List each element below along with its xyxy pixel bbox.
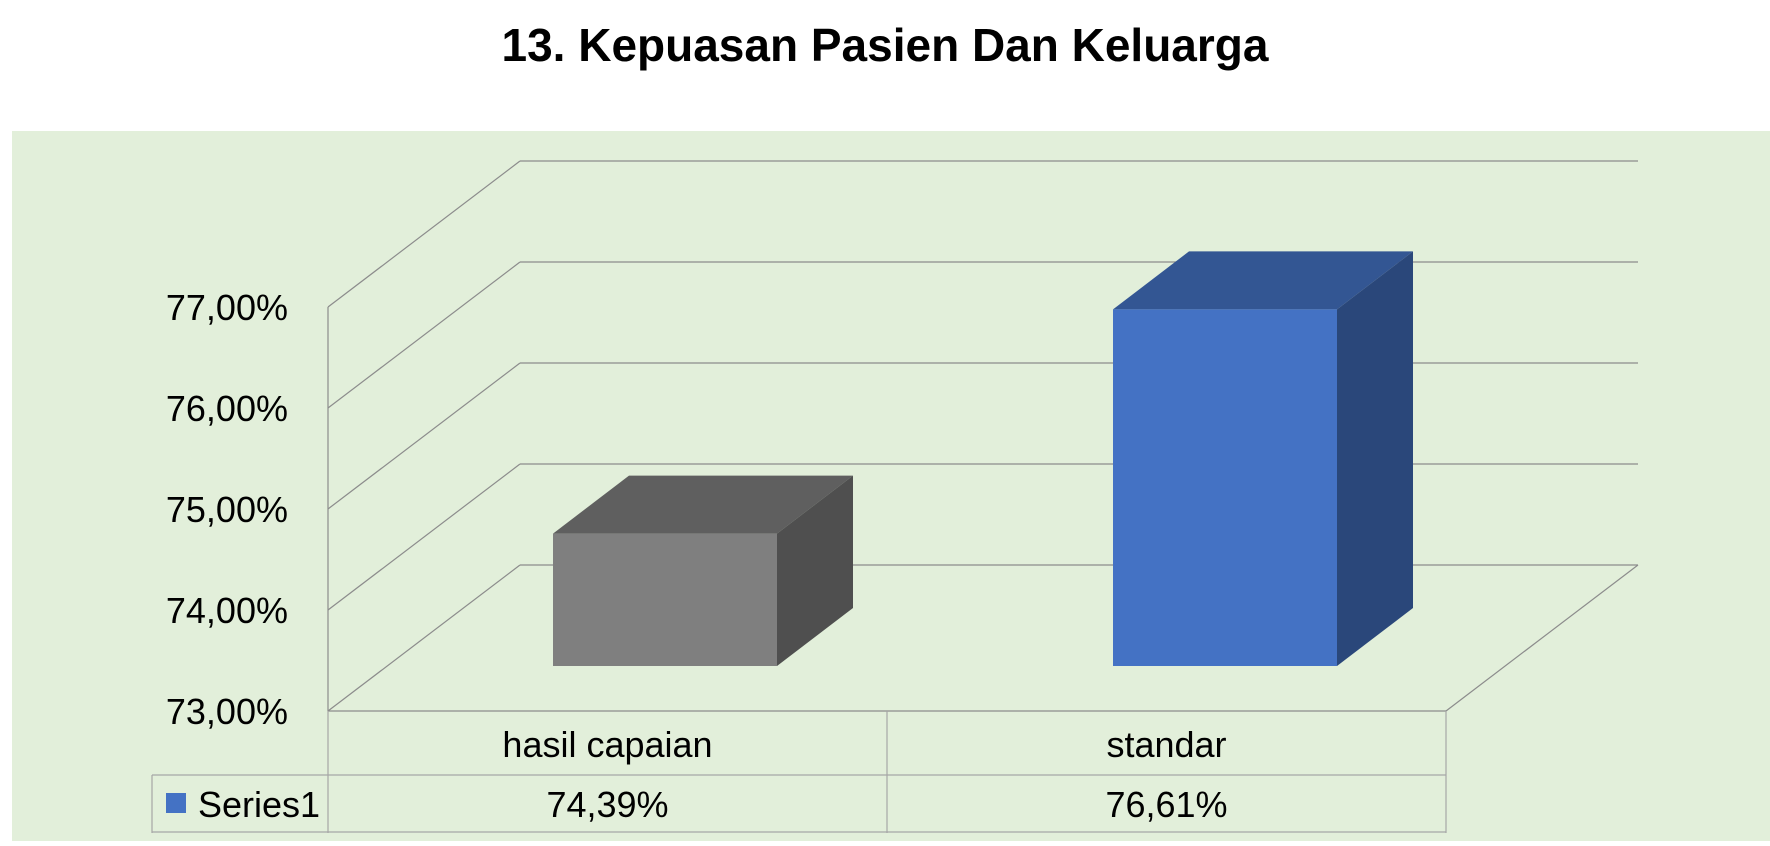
bar-front-face: [1113, 309, 1337, 666]
y-tick-label: 75,00%: [166, 489, 288, 530]
gridline-side: [327, 362, 521, 510]
gridline-side: [327, 160, 521, 308]
gridline-side: [327, 564, 521, 712]
floor-right-edge: [1445, 564, 1639, 712]
legend-series-label: Series1: [198, 784, 320, 825]
bar-layer: [553, 251, 1413, 666]
bar-side-face: [1337, 251, 1413, 666]
legend-swatch: [166, 793, 186, 813]
chart-svg: 73,00% 74,00% 75,00% 76,00% 77,00% hasil cap…: [12, 59, 1770, 841]
gridline-side: [327, 261, 521, 409]
data-table-value: 76,61%: [1105, 784, 1227, 825]
y-tick-label: 77,00%: [166, 287, 288, 328]
y-tick-label: 74,00%: [166, 590, 288, 631]
chart-area: 73,00% 74,00% 75,00% 76,00% 77,00% hasil cap…: [12, 59, 1770, 841]
bar-front-face: [553, 533, 777, 666]
plot-background: [12, 131, 1770, 841]
bar-top-face: [1113, 251, 1413, 310]
gridline-side: [327, 463, 521, 611]
bar-standar: [1113, 251, 1413, 666]
y-tick-label: 76,00%: [166, 388, 288, 429]
chart-title: 13. Kepuasan Pasien Dan Keluarga: [501, 19, 1269, 71]
bar-hasil-capaian: [553, 475, 853, 666]
data-table: hasil capaian 74,39% standar 76,61% Series1: [151, 711, 1447, 833]
y-tick-label: 73,00%: [166, 691, 288, 732]
data-table-value: 74,39%: [546, 784, 668, 825]
x-category-label: hasil capaian: [502, 724, 712, 765]
bar-side-face: [777, 475, 853, 666]
bar-top-face: [553, 475, 853, 534]
x-category-label: standar: [1106, 724, 1226, 765]
